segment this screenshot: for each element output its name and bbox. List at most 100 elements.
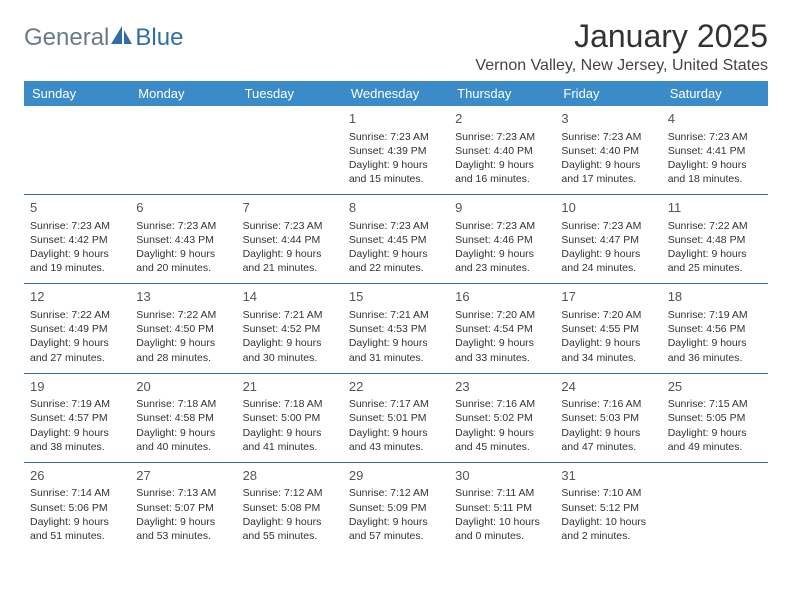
day-number: 14	[243, 288, 337, 306]
sunset-text: Sunset: 4:42 PM	[30, 233, 124, 247]
daylight-text: Daylight: 9 hours and 23 minutes.	[455, 247, 549, 275]
sunrise-text: Sunrise: 7:23 AM	[455, 219, 549, 233]
day-header: Tuesday	[237, 81, 343, 106]
calendar-day-cell: 18Sunrise: 7:19 AMSunset: 4:56 PMDayligh…	[662, 284, 768, 373]
day-number: 20	[136, 378, 230, 396]
calendar-day-cell: 1Sunrise: 7:23 AMSunset: 4:39 PMDaylight…	[343, 106, 449, 195]
sunset-text: Sunset: 4:58 PM	[136, 411, 230, 425]
sunset-text: Sunset: 5:11 PM	[455, 501, 549, 515]
day-number: 22	[349, 378, 443, 396]
logo-text-general: General	[24, 24, 109, 52]
calendar-day-cell: 26Sunrise: 7:14 AMSunset: 5:06 PMDayligh…	[24, 462, 130, 551]
day-number: 17	[561, 288, 655, 306]
sunset-text: Sunset: 4:46 PM	[455, 233, 549, 247]
sunset-text: Sunset: 4:47 PM	[561, 233, 655, 247]
day-number: 18	[668, 288, 762, 306]
day-number: 19	[30, 378, 124, 396]
daylight-text: Daylight: 9 hours and 33 minutes.	[455, 336, 549, 364]
daylight-text: Daylight: 9 hours and 57 minutes.	[349, 515, 443, 543]
day-number: 1	[349, 110, 443, 128]
day-number: 24	[561, 378, 655, 396]
day-header-row: SundayMondayTuesdayWednesdayThursdayFrid…	[24, 81, 768, 106]
day-number: 4	[668, 110, 762, 128]
sunset-text: Sunset: 4:55 PM	[561, 322, 655, 336]
day-number: 9	[455, 199, 549, 217]
location-subtitle: Vernon Valley, New Jersey, United States	[475, 57, 768, 75]
logo-text-blue: Blue	[135, 24, 183, 52]
sunset-text: Sunset: 4:52 PM	[243, 322, 337, 336]
sunset-text: Sunset: 5:06 PM	[30, 501, 124, 515]
sunset-text: Sunset: 5:09 PM	[349, 501, 443, 515]
daylight-text: Daylight: 9 hours and 19 minutes.	[30, 247, 124, 275]
day-number: 28	[243, 467, 337, 485]
calendar-day-cell: 22Sunrise: 7:17 AMSunset: 5:01 PMDayligh…	[343, 373, 449, 462]
sunset-text: Sunset: 4:41 PM	[668, 144, 762, 158]
day-header: Thursday	[449, 81, 555, 106]
daylight-text: Daylight: 9 hours and 31 minutes.	[349, 336, 443, 364]
sunrise-text: Sunrise: 7:23 AM	[455, 130, 549, 144]
sunset-text: Sunset: 4:57 PM	[30, 411, 124, 425]
calendar-day-cell: 12Sunrise: 7:22 AMSunset: 4:49 PMDayligh…	[24, 284, 130, 373]
calendar-week-row: 12 Sunrise: 7:22 AMSunset: 4:49 PM Dayligh…	[24, 284, 768, 373]
sunset-text: Sunset: 4:44 PM	[243, 233, 337, 247]
sunrise-text: Sunrise: 7:22 AM	[30, 308, 124, 322]
sunset-text: Sunset: 4:40 PM	[561, 144, 655, 158]
page-header: General Blue January 2025 Vernon Valley,…	[24, 18, 768, 75]
calendar-empty-cell	[24, 106, 130, 195]
calendar-day-cell: 15Sunrise: 7:21 AMSunset: 4:53 PMDayligh…	[343, 284, 449, 373]
sunset-text: Sunset: 5:05 PM	[668, 411, 762, 425]
calendar-day-cell: 29Sunrise: 7:12 AMSunset: 5:09 PMDayligh…	[343, 462, 449, 551]
calendar-day-cell: 23Sunrise: 7:16 AMSunset: 5:02 PMDayligh…	[449, 373, 555, 462]
calendar-day-cell: 14Sunrise: 7:21 AMSunset: 4:52 PMDayligh…	[237, 284, 343, 373]
sunrise-text: Sunrise: 7:22 AM	[668, 219, 762, 233]
calendar-day-cell: 7Sunrise: 7:23 AMSunset: 4:44 PMDaylight…	[237, 195, 343, 284]
calendar-day-cell: 30Sunrise: 7:11 AMSunset: 5:11 PMDayligh…	[449, 462, 555, 551]
calendar-day-cell: 21Sunrise: 7:18 AMSunset: 5:00 PMDayligh…	[237, 373, 343, 462]
calendar-day-cell: 3Sunrise: 7:23 AMSunset: 4:40 PMDaylight…	[555, 106, 661, 195]
sunset-text: Sunset: 4:49 PM	[30, 322, 124, 336]
sunrise-text: Sunrise: 7:23 AM	[243, 219, 337, 233]
sunrise-text: Sunrise: 7:20 AM	[455, 308, 549, 322]
calendar-week-row: 1Sunrise: 7:23 AMSunset: 4:39 PMDaylight…	[24, 106, 768, 195]
day-number: 6	[136, 199, 230, 217]
day-header: Monday	[130, 81, 236, 106]
sunrise-text: Sunrise: 7:21 AM	[243, 308, 337, 322]
sunrise-text: Sunrise: 7:14 AM	[30, 486, 124, 500]
daylight-text: Daylight: 9 hours and 55 minutes.	[243, 515, 337, 543]
daylight-text: Daylight: 9 hours and 24 minutes.	[561, 247, 655, 275]
day-number: 11	[668, 199, 762, 217]
calendar-empty-cell	[130, 106, 236, 195]
sunset-text: Sunset: 5:03 PM	[561, 411, 655, 425]
sunrise-text: Sunrise: 7:23 AM	[561, 130, 655, 144]
sunset-text: Sunset: 5:02 PM	[455, 411, 549, 425]
sunset-text: Sunset: 4:53 PM	[349, 322, 443, 336]
calendar-day-cell: 25Sunrise: 7:15 AMSunset: 5:05 PMDayligh…	[662, 373, 768, 462]
day-number: 25	[668, 378, 762, 396]
calendar-week-row: 5Sunrise: 7:23 AMSunset: 4:42 PMDaylight…	[24, 195, 768, 284]
sunrise-text: Sunrise: 7:11 AM	[455, 486, 549, 500]
day-header: Sunday	[24, 81, 130, 106]
calendar-day-cell: 27Sunrise: 7:13 AMSunset: 5:07 PMDayligh…	[130, 462, 236, 551]
calendar-day-cell: 9 Sunrise: 7:23 AMSunset: 4:46 PMDaylight…	[449, 195, 555, 284]
sunrise-text: Sunrise: 7:23 AM	[668, 130, 762, 144]
sunrise-text: Sunrise: 7:23 AM	[136, 219, 230, 233]
daylight-text: Daylight: 9 hours and 51 minutes.	[30, 515, 124, 543]
day-number: 12	[30, 288, 124, 306]
sunset-text: Sunset: 5:00 PM	[243, 411, 337, 425]
daylight-text: Daylight: 9 hours and 47 minutes.	[561, 426, 655, 454]
daylight-text: Daylight: 9 hours and 41 minutes.	[243, 426, 337, 454]
sunset-text: Sunset: 4:56 PM	[668, 322, 762, 336]
calendar-week-row: 26Sunrise: 7:14 AMSunset: 5:06 PMDayligh…	[24, 462, 768, 551]
day-number: 30	[455, 467, 549, 485]
sunrise-text: Sunrise: 7:23 AM	[30, 219, 124, 233]
calendar-day-cell: 24Sunrise: 7:16 AMSunset: 5:03 PMDayligh…	[555, 373, 661, 462]
calendar-empty-cell	[662, 462, 768, 551]
daylight-text: Daylight: 10 hours and 2 minutes.	[561, 515, 655, 543]
daylight-text: Daylight: 9 hours and 28 minutes.	[136, 336, 230, 364]
daylight-text: Daylight: 9 hours and 25 minutes.	[668, 247, 762, 275]
calendar-day-cell: 4Sunrise: 7:23 AMSunset: 4:41 PMDaylight…	[662, 106, 768, 195]
day-number: 8	[349, 199, 443, 217]
calendar-day-cell: 17Sunrise: 7:20 AMSunset: 4:55 PMDayligh…	[555, 284, 661, 373]
sunrise-text: Sunrise: 7:23 AM	[349, 130, 443, 144]
calendar-page: General Blue January 2025 Vernon Valley,…	[0, 0, 792, 551]
